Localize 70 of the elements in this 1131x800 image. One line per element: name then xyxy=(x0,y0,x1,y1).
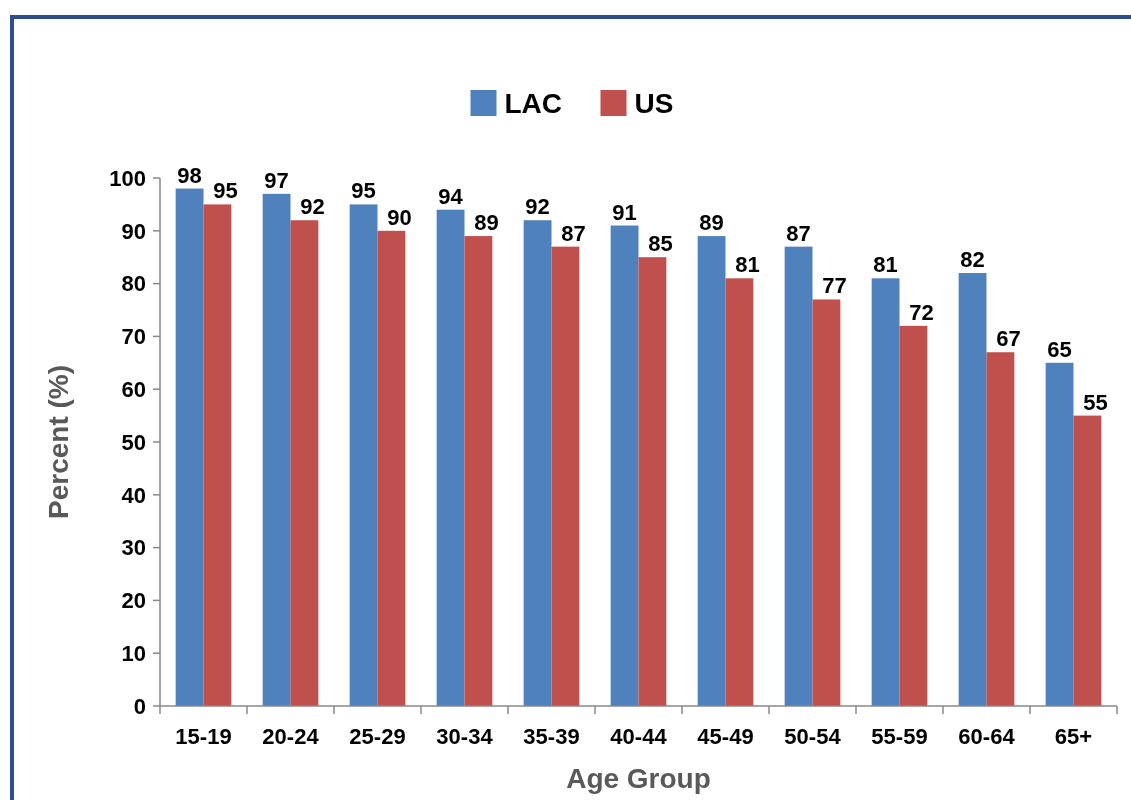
bar xyxy=(1073,415,1102,706)
y-tick-label: 70 xyxy=(121,324,146,350)
y-tick-label: 0 xyxy=(133,693,146,719)
x-tick-label: 25-29 xyxy=(349,724,406,749)
bar xyxy=(986,352,1015,706)
data-label: 89 xyxy=(699,210,724,236)
y-tick-label: 60 xyxy=(121,376,146,402)
bar xyxy=(349,204,378,706)
bar xyxy=(899,325,928,706)
data-label: 92 xyxy=(300,194,325,220)
y-tick-label: 10 xyxy=(121,640,146,666)
data-label: 95 xyxy=(351,178,376,204)
y-tick-label: 100 xyxy=(109,165,146,191)
data-label: 90 xyxy=(387,204,412,230)
bar xyxy=(871,278,900,706)
bar xyxy=(290,220,319,706)
bar xyxy=(523,220,552,706)
bar xyxy=(1045,362,1074,706)
x-tick-label: 35-39 xyxy=(523,724,580,749)
bar xyxy=(377,230,406,706)
data-label: 55 xyxy=(1083,389,1108,415)
bar xyxy=(812,299,841,706)
data-label: 92 xyxy=(525,194,550,220)
data-label: 94 xyxy=(438,183,464,209)
bar xyxy=(175,188,204,706)
data-label: 89 xyxy=(474,210,499,236)
data-label: 98 xyxy=(177,162,202,188)
data-label: 82 xyxy=(960,247,985,273)
bar xyxy=(958,273,987,706)
data-label: 95 xyxy=(213,178,238,204)
bar xyxy=(784,246,813,706)
bar xyxy=(203,204,232,706)
y-tick-label: 50 xyxy=(121,429,146,455)
data-label: 85 xyxy=(648,231,673,257)
x-tick-label: 60-64 xyxy=(958,724,1016,749)
x-tick-label: 45-49 xyxy=(697,724,754,749)
data-label: 81 xyxy=(873,252,898,278)
data-label: 65 xyxy=(1047,336,1072,362)
x-tick-label: 50-54 xyxy=(784,724,842,749)
data-label: 91 xyxy=(612,199,637,225)
bar xyxy=(262,193,291,706)
y-tick-label: 30 xyxy=(121,535,146,561)
bar xyxy=(464,236,493,706)
bar xyxy=(638,257,667,706)
bar xyxy=(725,278,754,706)
x-tick-label: 30-34 xyxy=(436,724,494,749)
data-label: 97 xyxy=(264,167,289,193)
y-tick-label: 40 xyxy=(121,482,146,508)
y-tick-label: 80 xyxy=(121,271,146,297)
data-label: 77 xyxy=(822,273,847,299)
x-tick-label: 65+ xyxy=(1054,724,1093,749)
bar xyxy=(610,225,639,706)
x-tick-label: 40-44 xyxy=(610,724,668,749)
data-label: 81 xyxy=(735,252,760,278)
x-tick-label: 55-59 xyxy=(871,724,928,749)
legend-label: US xyxy=(634,87,674,119)
bar xyxy=(551,246,580,706)
y-tick-label: 20 xyxy=(121,588,146,614)
data-label: 87 xyxy=(561,220,586,246)
x-tick-label: 20-24 xyxy=(262,724,320,749)
x-axis-title: Age Group xyxy=(566,763,711,794)
data-label: 72 xyxy=(909,299,934,325)
bar xyxy=(436,209,465,706)
legend-label: LAC xyxy=(504,87,563,119)
y-axis-title: Percent (%) xyxy=(43,364,74,520)
y-tick-label: 90 xyxy=(121,218,146,244)
data-label: 87 xyxy=(786,220,811,246)
x-tick-label: 15-19 xyxy=(175,724,232,749)
bar xyxy=(697,236,726,706)
data-label: 67 xyxy=(996,326,1021,352)
